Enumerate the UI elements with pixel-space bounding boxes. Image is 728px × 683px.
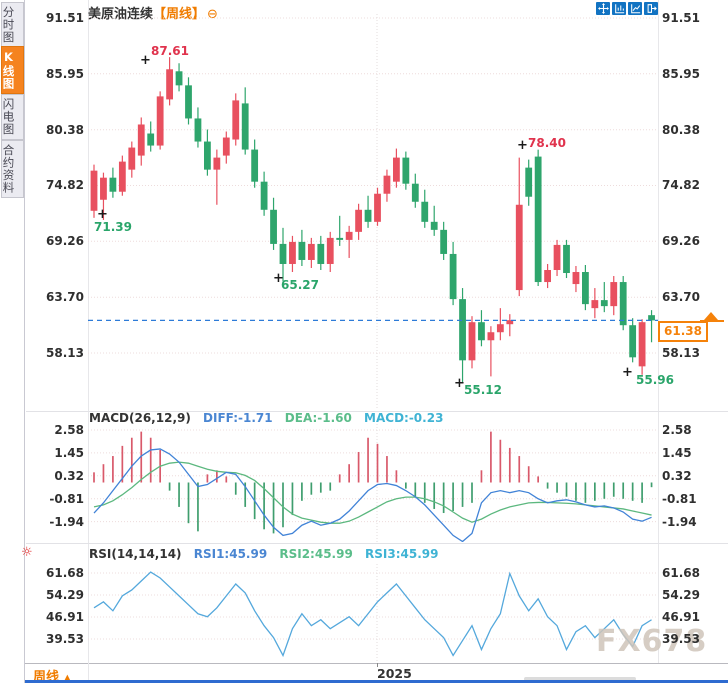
x-axis-tick <box>377 663 378 667</box>
period-up-arrow-icon: ▲ <box>63 673 72 683</box>
collapse-circle-icon[interactable]: ⊖ <box>207 7 218 22</box>
price-axis-label: 91.51 <box>662 11 700 25</box>
price-cross-marker: + <box>97 207 108 222</box>
rsi1-value: RSI1:45.99 <box>193 547 268 561</box>
high-price-annotation: 87.61 <box>151 44 189 58</box>
price-axis-label: 80.38 <box>46 122 84 137</box>
macd-canvas[interactable] <box>88 424 658 542</box>
macd-axis-label: -0.81 <box>662 491 697 506</box>
main-macd-separator <box>26 411 728 412</box>
macd-axis-label: 1.45 <box>662 445 692 460</box>
footer-border <box>25 663 728 664</box>
price-axis-label: 74.82 <box>46 178 84 193</box>
macd-axis-label: -0.81 <box>49 491 84 506</box>
macd-macd-value: MACD:-0.23 <box>364 411 444 425</box>
macd-axis-label: 0.32 <box>662 468 692 483</box>
rsi-axis-label: 46.91 <box>662 610 700 624</box>
macd-dea-value: DEA:-1.60 <box>284 411 352 425</box>
low-price-annotation: 55.12 <box>464 383 502 397</box>
price-axis-label: 69.26 <box>662 234 700 249</box>
macd-axis-label: -1.94 <box>662 514 697 529</box>
price-axis-label: 74.82 <box>662 178 700 193</box>
rsi-axis-label: 46.91 <box>46 610 84 624</box>
price-cross-marker: + <box>622 365 633 380</box>
horizontal-scrollbar[interactable] <box>524 677 636 681</box>
rsi-axis-label: 39.53 <box>46 632 84 646</box>
sidebar-item-kline-chart[interactable]: K线图 <box>1 46 24 94</box>
macd-header: MACD(26,12,9) DIFF:-1.71 DEA:-1.60 MACD:… <box>89 411 451 425</box>
low-price-annotation: 71.39 <box>94 220 132 234</box>
macd-axis-label: -1.94 <box>49 514 84 529</box>
high-price-annotation: 78.40 <box>528 136 566 150</box>
main-candlestick-canvas[interactable] <box>88 14 658 408</box>
rsi-axis-label: 54.29 <box>46 588 84 602</box>
low-price-annotation: 55.96 <box>636 373 674 387</box>
macd-axis-label: 1.45 <box>54 445 84 460</box>
price-axis-label: 58.13 <box>46 345 84 360</box>
plot-left-border <box>88 0 89 663</box>
sidebar-item-contract-info[interactable]: 合约资料 <box>1 140 24 198</box>
last-price-tag: 61.38 <box>658 321 708 342</box>
line-panel-icon[interactable] <box>628 2 642 15</box>
macd-diff-value: DIFF:-1.71 <box>203 411 273 425</box>
price-marker-arrow-icon <box>704 312 718 320</box>
rsi-axis-label: 39.53 <box>662 632 700 646</box>
x-axis-year-label: 2025 <box>377 666 412 681</box>
rsi3-value: RSI3:45.99 <box>365 547 439 561</box>
price-cross-marker: + <box>273 271 284 286</box>
price-axis-label: 85.95 <box>46 66 84 81</box>
price-axis-label: 91.51 <box>46 11 84 25</box>
rsi-axis-label: 61.68 <box>662 566 700 580</box>
rsi-canvas[interactable] <box>88 564 658 662</box>
sidebar-item-timeshare-chart[interactable]: 分时图 <box>1 2 24 48</box>
period-selector[interactable]: 周线 ▲ <box>33 666 71 683</box>
footer-separator <box>88 663 89 683</box>
price-cross-marker: + <box>140 53 151 68</box>
price-axis-label: 69.26 <box>46 234 84 249</box>
price-axis-label: 58.13 <box>662 345 700 360</box>
rsi-header: RSI(14,14,14) RSI1:45.99 RSI2:45.99 RSI3… <box>89 547 446 561</box>
indicator-settings-icon[interactable]: ☼ <box>21 545 33 560</box>
watermark: FX678 <box>596 624 708 659</box>
price-axis-label: 85.95 <box>662 66 700 81</box>
period-selector-label: 周线 <box>33 670 60 683</box>
rsi-axis-label: 61.68 <box>46 566 84 580</box>
price-cross-marker: + <box>517 138 528 153</box>
rsi2-value: RSI2:45.99 <box>279 547 353 561</box>
chart-toolbar <box>596 2 658 15</box>
sidebar-item-lightning-chart[interactable]: 闪电图 <box>1 94 24 140</box>
macd-axis-label: 2.58 <box>662 423 692 437</box>
low-price-annotation: 65.27 <box>281 278 319 292</box>
bottom-progress-strip <box>25 680 728 683</box>
macd-axis-label: 0.32 <box>54 468 84 483</box>
macd-rsi-separator <box>26 543 728 544</box>
crosshair-pan-icon[interactable] <box>596 2 610 15</box>
rsi-name: RSI(14,14,14) <box>89 547 182 561</box>
chart-type-sidebar: 分时图 K线图 闪电图 合约资料 <box>0 0 25 683</box>
price-axis-label: 63.70 <box>662 290 700 305</box>
price-cross-marker: + <box>454 376 465 391</box>
exit-fullscreen-icon[interactable] <box>644 2 658 15</box>
macd-axis-label: 2.58 <box>54 423 84 437</box>
rsi-axis-label: 54.29 <box>662 588 700 602</box>
price-marker-line <box>700 320 724 322</box>
macd-name: MACD(26,12,9) <box>89 411 191 425</box>
price-axis-label: 80.38 <box>662 122 700 137</box>
price-axis-label: 63.70 <box>46 290 84 305</box>
candlestick-panel-icon[interactable] <box>612 2 626 15</box>
